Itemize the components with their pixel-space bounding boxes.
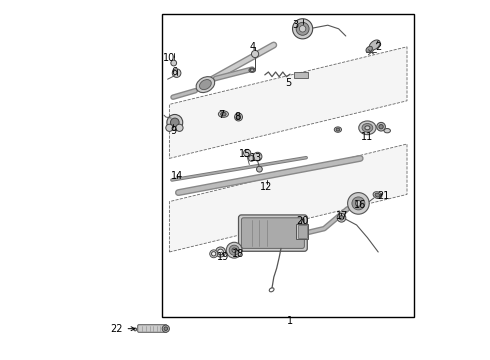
Text: 22: 22 <box>110 324 135 334</box>
Circle shape <box>236 115 241 119</box>
Polygon shape <box>170 144 407 252</box>
FancyBboxPatch shape <box>239 215 307 251</box>
Ellipse shape <box>334 127 342 132</box>
Circle shape <box>171 60 176 66</box>
Bar <box>296 224 308 239</box>
Circle shape <box>248 156 254 161</box>
Circle shape <box>226 242 242 258</box>
Circle shape <box>167 114 183 130</box>
Circle shape <box>251 50 259 58</box>
Text: 8: 8 <box>235 112 241 122</box>
Ellipse shape <box>220 112 226 116</box>
Text: 9: 9 <box>170 126 176 136</box>
Circle shape <box>232 248 236 252</box>
Bar <box>297 225 307 238</box>
Polygon shape <box>170 47 407 158</box>
Circle shape <box>216 247 225 257</box>
Circle shape <box>299 26 306 32</box>
Ellipse shape <box>336 128 340 131</box>
Circle shape <box>337 213 346 222</box>
Text: 12: 12 <box>260 182 273 192</box>
Circle shape <box>339 216 343 220</box>
Text: 10: 10 <box>163 53 175 63</box>
Circle shape <box>166 124 173 131</box>
Ellipse shape <box>196 77 215 93</box>
Ellipse shape <box>134 328 137 331</box>
Circle shape <box>257 166 262 172</box>
FancyBboxPatch shape <box>242 218 304 248</box>
Text: 5: 5 <box>285 78 292 88</box>
Circle shape <box>212 252 216 256</box>
Circle shape <box>229 245 239 255</box>
Ellipse shape <box>219 111 228 117</box>
Circle shape <box>172 69 181 77</box>
Circle shape <box>244 149 251 157</box>
Ellipse shape <box>250 69 254 72</box>
Text: 6: 6 <box>172 67 178 77</box>
Ellipse shape <box>369 40 380 50</box>
Circle shape <box>164 327 168 330</box>
Text: 17: 17 <box>336 211 348 221</box>
Text: 20: 20 <box>296 216 309 226</box>
Text: 21: 21 <box>377 191 390 201</box>
Ellipse shape <box>359 121 376 135</box>
Text: 18: 18 <box>232 249 244 259</box>
Ellipse shape <box>366 46 372 52</box>
Bar <box>162 14 414 317</box>
Ellipse shape <box>362 123 373 132</box>
Ellipse shape <box>375 193 380 197</box>
Circle shape <box>171 118 179 127</box>
Text: 4: 4 <box>249 42 255 52</box>
Text: 1: 1 <box>287 316 293 326</box>
Circle shape <box>352 197 365 210</box>
Bar <box>294 72 308 78</box>
Text: 11: 11 <box>361 132 373 142</box>
Circle shape <box>347 193 369 214</box>
Text: 14: 14 <box>171 171 183 181</box>
Circle shape <box>210 250 218 258</box>
Circle shape <box>162 325 170 332</box>
Ellipse shape <box>384 129 391 133</box>
Ellipse shape <box>373 192 382 198</box>
Text: 7: 7 <box>219 110 225 120</box>
Text: 3: 3 <box>293 20 298 30</box>
Text: 16: 16 <box>354 200 367 210</box>
FancyBboxPatch shape <box>138 325 167 332</box>
Circle shape <box>356 201 361 206</box>
Text: 2: 2 <box>375 42 381 52</box>
Circle shape <box>377 122 386 131</box>
Circle shape <box>379 125 383 129</box>
Ellipse shape <box>365 126 370 130</box>
Text: 15: 15 <box>239 149 251 159</box>
Circle shape <box>218 249 223 255</box>
Circle shape <box>296 22 309 35</box>
Ellipse shape <box>249 68 255 72</box>
Text: 19: 19 <box>217 252 229 262</box>
Circle shape <box>293 19 313 39</box>
Text: 13: 13 <box>250 153 262 163</box>
Ellipse shape <box>199 80 211 90</box>
Circle shape <box>253 152 262 161</box>
Circle shape <box>235 113 243 121</box>
Circle shape <box>176 124 183 131</box>
